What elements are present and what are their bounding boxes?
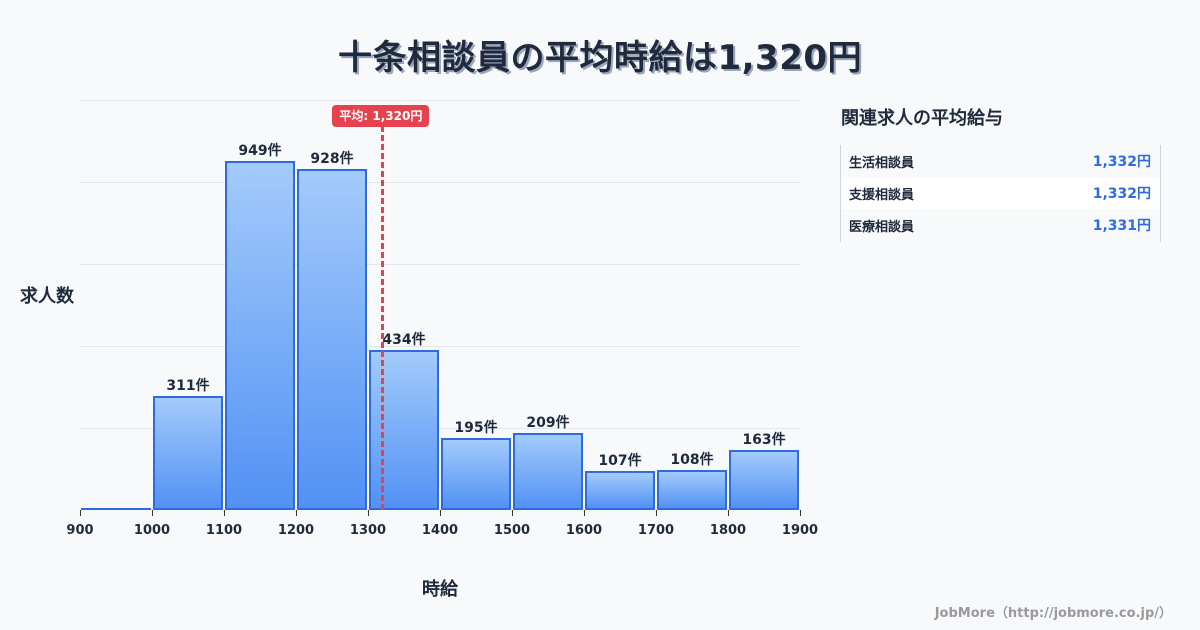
x-axis-tick-label: 900 xyxy=(66,523,94,538)
gridline xyxy=(80,264,800,265)
bar-value-label: 928件 xyxy=(310,150,354,167)
related-job-name: 生活相談員 xyxy=(849,155,915,171)
histogram-bar xyxy=(513,433,583,510)
y-axis-label: 求人数 xyxy=(20,286,74,307)
x-axis-tick-label: 1000 xyxy=(133,523,171,538)
x-axis-label: 時給 xyxy=(422,579,458,600)
bar-value-label: 108件 xyxy=(670,452,714,469)
related-jobs-title: 関連求人の平均給与 xyxy=(841,108,1003,129)
histogram-bar xyxy=(81,508,151,510)
bar-value-label: 163件 xyxy=(742,432,786,449)
x-axis-tick xyxy=(368,510,369,516)
x-axis-tick-label: 1600 xyxy=(565,523,603,538)
x-axis-tick-label: 1700 xyxy=(637,523,675,538)
bar-value-label: 434件 xyxy=(382,332,426,349)
x-axis-tick-label: 1100 xyxy=(205,523,243,538)
histogram-bar xyxy=(153,395,223,510)
histogram-bar xyxy=(297,168,367,510)
x-axis-tick xyxy=(296,510,297,516)
bar-value-label: 107件 xyxy=(598,452,642,469)
related-job-wage: 1,332円 xyxy=(1092,154,1151,170)
x-axis-tick xyxy=(584,510,585,516)
related-job-wage: 1,332円 xyxy=(1092,186,1151,202)
x-axis-tick xyxy=(152,510,153,516)
histogram-bar xyxy=(585,470,655,510)
related-job-row: 生活相談員 1,332円 xyxy=(841,145,1160,177)
x-axis-tick-label: 1200 xyxy=(277,523,315,538)
histogram-bar xyxy=(729,450,799,510)
related-job-name: 医療相談員 xyxy=(849,219,915,235)
bar-value-label: 209件 xyxy=(526,415,570,432)
x-axis-tick xyxy=(440,510,441,516)
related-job-wage: 1,331円 xyxy=(1092,218,1151,234)
histogram-bar xyxy=(369,350,439,510)
histogram-bar xyxy=(225,161,295,510)
gridline xyxy=(80,100,800,101)
histogram-bar xyxy=(657,470,727,510)
histogram-bar xyxy=(441,438,511,510)
x-axis-tick-label: 1800 xyxy=(709,523,747,538)
x-axis-tick xyxy=(512,510,513,516)
x-axis-tick xyxy=(224,510,225,516)
x-axis-tick-label: 1900 xyxy=(781,523,819,538)
gridline xyxy=(80,182,800,183)
x-axis-tick xyxy=(656,510,657,516)
x-axis-tick-label: 1400 xyxy=(421,523,459,538)
mean-badge: 平均: 1,320円 xyxy=(332,105,430,127)
x-axis-tick xyxy=(800,510,801,516)
related-jobs-table: 生活相談員 1,332円 支援相談員 1,332円 医療相談員 1,331円 xyxy=(840,145,1161,242)
x-axis-tick xyxy=(728,510,729,516)
gridline xyxy=(80,428,800,429)
bar-value-label: 949件 xyxy=(238,143,282,160)
histogram-plot-area xyxy=(80,100,800,510)
related-job-row: 医療相談員 1,331円 xyxy=(841,209,1160,241)
chart-title: 十条相談員の平均時給は1,320円 xyxy=(337,38,863,78)
gridline xyxy=(80,346,800,347)
x-axis-tick-label: 1500 xyxy=(493,523,531,538)
bar-value-label: 311件 xyxy=(166,377,210,394)
footer-credit: JobMore（http://jobmore.co.jp/） xyxy=(934,606,1172,621)
bar-value-label: 195件 xyxy=(454,420,498,437)
x-axis-tick xyxy=(80,510,81,516)
x-axis-tick-label: 1300 xyxy=(349,523,387,538)
mean-marker-line xyxy=(380,126,384,510)
related-job-name: 支援相談員 xyxy=(849,187,915,203)
related-job-row: 支援相談員 1,332円 xyxy=(841,177,1160,209)
